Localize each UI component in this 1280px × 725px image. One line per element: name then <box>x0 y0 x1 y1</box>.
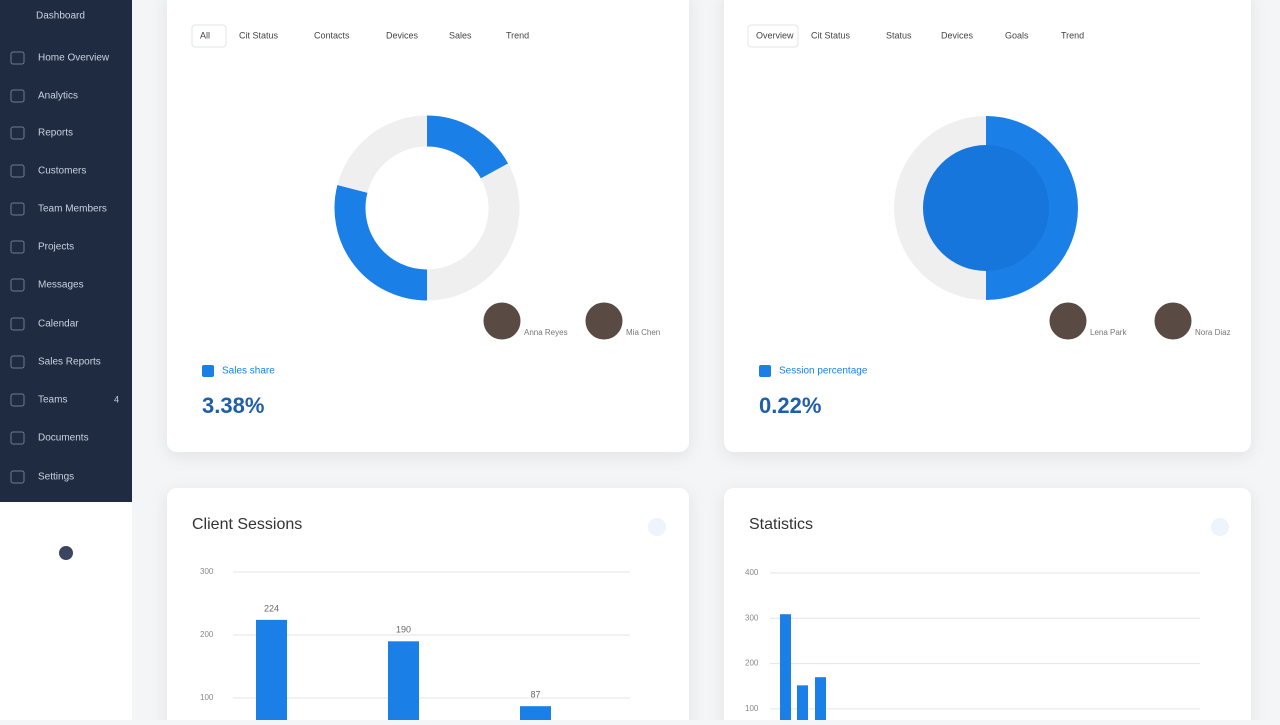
bar <box>388 641 419 725</box>
bar <box>256 619 287 725</box>
donut-segment <box>334 185 428 301</box>
nav-icon[interactable] <box>10 89 25 103</box>
stat-value: 0.22% <box>759 393 821 418</box>
avatar <box>582 299 626 343</box>
donut-segment <box>426 115 509 179</box>
y-tick-label: 100 <box>200 693 214 702</box>
tab[interactable]: Cit Status <box>811 30 851 40</box>
nav-item[interactable]: Customers <box>38 166 86 177</box>
nav-icon[interactable] <box>10 126 25 140</box>
tab[interactable]: Cit Status <box>239 30 279 40</box>
legend-swatch <box>202 365 214 377</box>
card-icon[interactable] <box>648 518 666 536</box>
bar <box>797 685 808 725</box>
tab-selected[interactable] <box>747 24 799 48</box>
legend-swatch <box>759 365 771 377</box>
avatar <box>480 299 524 343</box>
y-tick-label: 200 <box>745 659 759 668</box>
bar-label: 190 <box>396 625 411 635</box>
sidebar <box>0 0 132 502</box>
avatar <box>1046 299 1090 343</box>
card <box>724 488 1251 725</box>
nav-item[interactable]: Reports <box>38 128 73 139</box>
nav-icon[interactable] <box>10 470 25 484</box>
nav-icon[interactable] <box>10 278 25 292</box>
nav-item[interactable]: Sales Reports <box>38 357 101 368</box>
person-name: Nora Diaz <box>1195 328 1231 337</box>
legend-label: Sales share <box>222 366 275 377</box>
y-tick-label: 300 <box>200 567 214 576</box>
settings-icon[interactable] <box>59 546 73 560</box>
bar <box>780 614 791 725</box>
nav-icon[interactable] <box>10 202 25 216</box>
nav-item[interactable]: Settings <box>38 472 74 483</box>
nav-item[interactable]: Home Overview <box>38 53 110 64</box>
tab[interactable]: Devices <box>386 30 419 40</box>
tab[interactable]: Overview <box>756 30 794 40</box>
legend-label: Session percentage <box>779 366 868 377</box>
card <box>167 0 689 452</box>
y-tick-label: 300 <box>745 613 759 622</box>
nav-icon[interactable] <box>10 51 25 65</box>
nav-icon[interactable] <box>10 431 25 445</box>
donut-center <box>923 145 1049 271</box>
donut-segment <box>426 163 520 301</box>
nav-icon[interactable] <box>10 164 25 178</box>
nav-item[interactable]: Documents <box>38 433 89 444</box>
nav-item[interactable]: Calendar <box>38 319 79 330</box>
nav-item[interactable]: Team Members <box>38 204 107 215</box>
nav-icon[interactable] <box>10 240 25 254</box>
donut-segment <box>337 115 428 194</box>
bar <box>520 706 551 725</box>
tab[interactable]: Devices <box>941 30 974 40</box>
tab-selected[interactable] <box>191 24 227 48</box>
tab[interactable]: Trend <box>1061 30 1084 40</box>
card <box>167 488 689 725</box>
tab[interactable]: Status <box>886 30 912 40</box>
person-name: Anna Reyes <box>524 328 568 337</box>
nav-icon[interactable] <box>10 317 25 331</box>
avatar <box>1151 299 1195 343</box>
nav-item[interactable]: Analytics <box>38 91 78 102</box>
y-tick-label: 200 <box>200 630 214 639</box>
tab[interactable]: Sales <box>449 30 472 40</box>
nav-badge: 4 <box>114 394 119 404</box>
chart-title: Client Sessions <box>192 516 302 533</box>
tab[interactable]: Contacts <box>314 30 350 40</box>
nav-item[interactable]: Messages <box>38 280 84 291</box>
card-icon[interactable] <box>1211 518 1229 536</box>
brand: Dashboard <box>36 11 85 22</box>
y-tick-label: 400 <box>745 568 759 577</box>
nav-icon[interactable] <box>10 393 25 407</box>
nav-item[interactable]: Projects <box>38 242 74 253</box>
bar-label: 224 <box>264 603 279 613</box>
bar-label: 87 <box>530 690 540 700</box>
tab[interactable]: Goals <box>1005 30 1029 40</box>
y-tick-label: 100 <box>745 704 759 713</box>
stat-value: 3.38% <box>202 393 264 418</box>
chart-title: Statistics <box>749 516 813 533</box>
nav-icon[interactable] <box>10 355 25 369</box>
tab[interactable]: Trend <box>506 30 529 40</box>
bar <box>815 677 826 725</box>
nav-item[interactable]: Teams <box>38 395 67 406</box>
person-name: Mia Chen <box>626 328 660 337</box>
sidebar-footer <box>0 502 132 720</box>
person-name: Lena Park <box>1090 328 1127 337</box>
tab[interactable]: All <box>200 30 210 40</box>
